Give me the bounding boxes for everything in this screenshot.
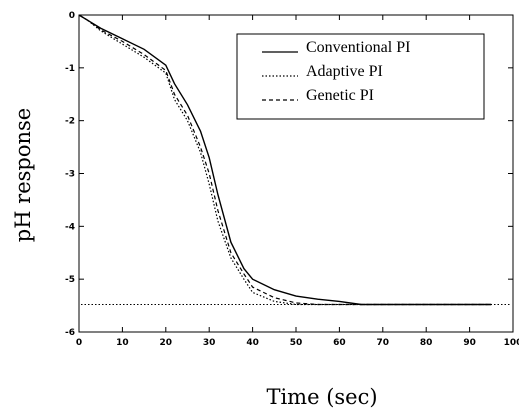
x-tick-label: 30 <box>203 338 216 348</box>
series-layer <box>78 14 511 306</box>
legend: Conventional PI Adaptive PI Genetic PI <box>236 33 485 120</box>
x-tick-label: 20 <box>160 338 173 348</box>
x-tick-label: 10 <box>116 338 129 348</box>
x-tick-label: 60 <box>333 338 346 348</box>
x-tick-label: 100 <box>504 338 519 348</box>
y-tick-label: -4 <box>65 222 75 232</box>
x-tick-label: 0 <box>76 338 82 348</box>
legend-label-1: Conventional PI <box>306 39 410 56</box>
series-line-3 <box>78 14 492 306</box>
y-tick-label: -2 <box>65 117 75 127</box>
y-tick-label: -3 <box>65 170 75 180</box>
y-tick-label: -5 <box>65 275 75 285</box>
y-axis-title: pH response <box>11 108 35 243</box>
x-tick-label: 70 <box>377 338 390 348</box>
y-tick-label: 0 <box>69 11 75 21</box>
legend-label-2: Adaptive PI <box>306 63 383 80</box>
legend-box <box>236 33 485 120</box>
x-tick-label: 50 <box>290 338 303 348</box>
y-tick-label: -6 <box>65 328 75 338</box>
y-tick-label: -1 <box>65 64 75 74</box>
x-axis-title: Time (sec) <box>266 385 377 409</box>
x-tick-label: 80 <box>420 338 433 348</box>
ticks: 0 10 20 30 40 50 60 70 80 90 100 0 -1 -2 -3 -4 -5 -6 <box>65 11 519 348</box>
x-tick-label: 40 <box>246 338 259 348</box>
legend-label-3: Genetic PI <box>306 87 374 104</box>
x-tick-label: 90 <box>463 338 476 348</box>
